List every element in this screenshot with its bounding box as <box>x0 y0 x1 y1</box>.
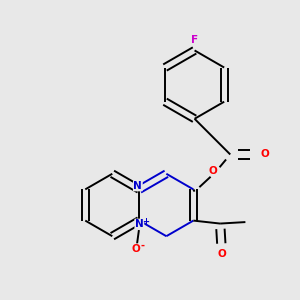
Text: O: O <box>217 249 226 259</box>
Text: +: + <box>142 217 149 226</box>
Text: N: N <box>135 219 144 229</box>
Text: F: F <box>191 35 198 45</box>
Text: O: O <box>209 166 218 176</box>
Text: -: - <box>141 240 145 250</box>
Text: O: O <box>260 149 269 160</box>
Text: O: O <box>132 244 141 254</box>
Text: N: N <box>134 181 142 191</box>
